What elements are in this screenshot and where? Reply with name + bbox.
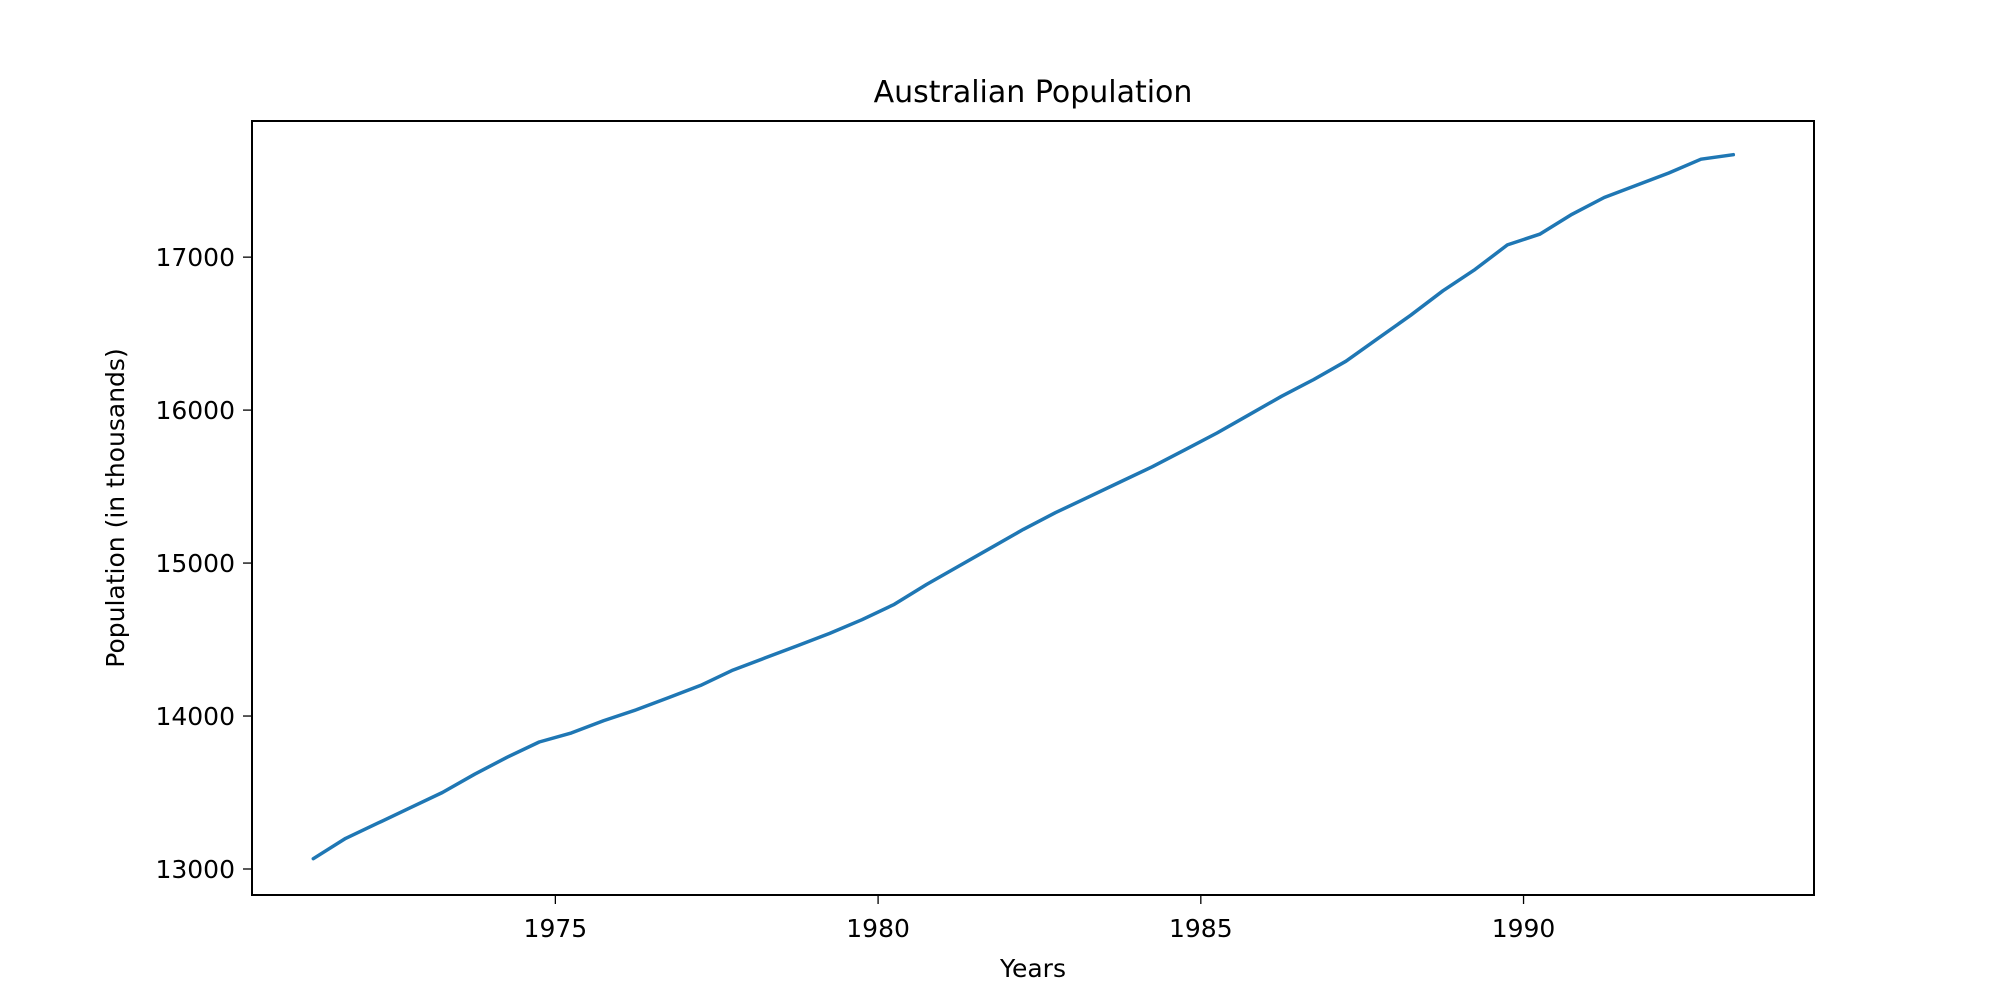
series-layer bbox=[311, 152, 1736, 861]
y-tick-label: 13000 bbox=[155, 855, 235, 884]
x-tick-label: 1975 bbox=[524, 914, 588, 943]
y-tick-label: 15000 bbox=[155, 549, 235, 578]
x-tick-label: 1990 bbox=[1492, 914, 1556, 943]
x-axis-label: Years bbox=[999, 954, 1066, 983]
x-tick-label: 1980 bbox=[846, 914, 910, 943]
y-tick-label: 14000 bbox=[155, 702, 235, 731]
series-line bbox=[311, 152, 1736, 861]
y-axis-label: Population (in thousands) bbox=[101, 348, 130, 667]
x-tick-label: 1985 bbox=[1169, 914, 1233, 943]
chart-title: Australian Population bbox=[874, 75, 1193, 110]
ticks-layer: 1975 1980 1985 1990 13000 14000 15000 16000 1700… bbox=[155, 243, 1555, 943]
plot-frame bbox=[251, 120, 1815, 896]
y-tick-label: 17000 bbox=[155, 243, 235, 272]
y-tick-label: 16000 bbox=[155, 396, 235, 425]
